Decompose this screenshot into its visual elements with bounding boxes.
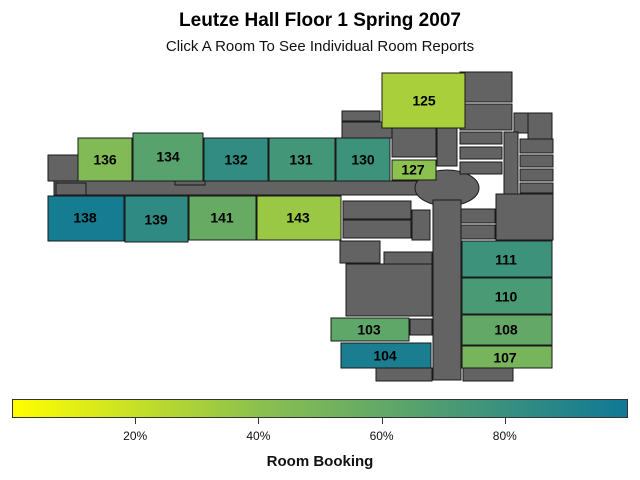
block-south-big: [345, 263, 433, 317]
room-141[interactable]: 141: [188, 195, 257, 241]
block-east-7: [519, 168, 554, 182]
scale-tick-label: 40%: [246, 429, 271, 443]
block-east-10: [460, 208, 496, 224]
room-141-shape[interactable]: [188, 195, 257, 241]
block-east-9: [495, 193, 554, 241]
block-mid-6: [339, 240, 381, 264]
block-north-7: [527, 112, 553, 140]
room-111-shape[interactable]: [461, 240, 553, 278]
room-132-shape[interactable]: [203, 137, 269, 182]
room-107[interactable]: 107: [461, 345, 553, 369]
block-east-8: [519, 182, 554, 194]
scale-tick-label: 80%: [492, 429, 517, 443]
block-south-2: [375, 367, 433, 382]
block-north-8: [391, 124, 437, 158]
room-131-shape[interactable]: [268, 137, 336, 182]
scale-tick: [135, 418, 137, 424]
room-138-shape[interactable]: [47, 195, 125, 242]
room-104[interactable]: 104: [340, 342, 432, 369]
block-north-3: [459, 71, 513, 103]
block-north-6: [513, 112, 529, 134]
room-134[interactable]: 134: [132, 132, 204, 182]
room-103[interactable]: 103: [330, 317, 410, 342]
room-108[interactable]: 108: [461, 314, 553, 346]
west-corridor: [53, 180, 435, 196]
color-scale-bar: [12, 399, 628, 418]
corridor-stub-west: [55, 182, 87, 196]
south-corridor: [432, 199, 462, 381]
room-107-shape[interactable]: [461, 345, 553, 369]
block-east-6: [519, 154, 554, 168]
map-title: Leutze Hall Floor 1 Spring 2007: [179, 10, 461, 31]
block-south-3: [462, 367, 514, 382]
room-block-west-a: [47, 154, 79, 182]
room-136-shape[interactable]: [77, 137, 133, 182]
scale-tick-label: 60%: [369, 429, 394, 443]
room-108-shape[interactable]: [461, 314, 553, 346]
room-127-shape[interactable]: [391, 159, 437, 181]
room-143[interactable]: 143: [256, 195, 342, 241]
room-143-shape[interactable]: [256, 195, 342, 241]
block-south-1: [409, 318, 433, 336]
room-104-shape[interactable]: [340, 342, 432, 369]
block-east-1: [459, 131, 503, 145]
scale-tick: [258, 418, 260, 424]
block-north-4: [459, 103, 513, 131]
room-130-shape[interactable]: [335, 137, 391, 182]
scale-tick-label: 20%: [123, 429, 148, 443]
room-110-shape[interactable]: [461, 277, 553, 315]
block-east-5: [519, 138, 554, 154]
room-125[interactable]: 125: [381, 72, 466, 129]
room-110[interactable]: 110: [461, 277, 553, 315]
scale-tick: [381, 418, 383, 424]
room-139-shape[interactable]: [124, 195, 189, 243]
block-mid-4: [342, 219, 412, 239]
legend-title: Room Booking: [266, 453, 374, 470]
room-136[interactable]: 136: [77, 137, 133, 182]
room-130[interactable]: 130: [335, 137, 391, 182]
block-mid-5: [411, 209, 431, 241]
room-125-shape[interactable]: [381, 72, 466, 129]
room-132[interactable]: 132: [203, 137, 269, 182]
room-103-shape[interactable]: [330, 317, 410, 342]
block-east-11: [460, 224, 496, 240]
room-138[interactable]: 138: [47, 195, 125, 242]
room-139[interactable]: 139: [124, 195, 189, 243]
room-134-shape[interactable]: [132, 132, 204, 182]
scale-tick: [504, 418, 506, 424]
block-north-9: [436, 127, 458, 167]
building-structure: [47, 71, 554, 382]
block-east-2: [459, 146, 503, 160]
block-mid-3: [342, 200, 412, 220]
room-111[interactable]: 111: [461, 240, 553, 278]
map-subtitle: Click A Room To See Individual Room Repo…: [165, 38, 475, 55]
block-north-1: [341, 110, 381, 122]
room-127[interactable]: 127: [391, 159, 437, 181]
room-131[interactable]: 131: [268, 137, 336, 182]
block-east-3: [459, 161, 503, 175]
block-mid-7: [383, 251, 433, 265]
